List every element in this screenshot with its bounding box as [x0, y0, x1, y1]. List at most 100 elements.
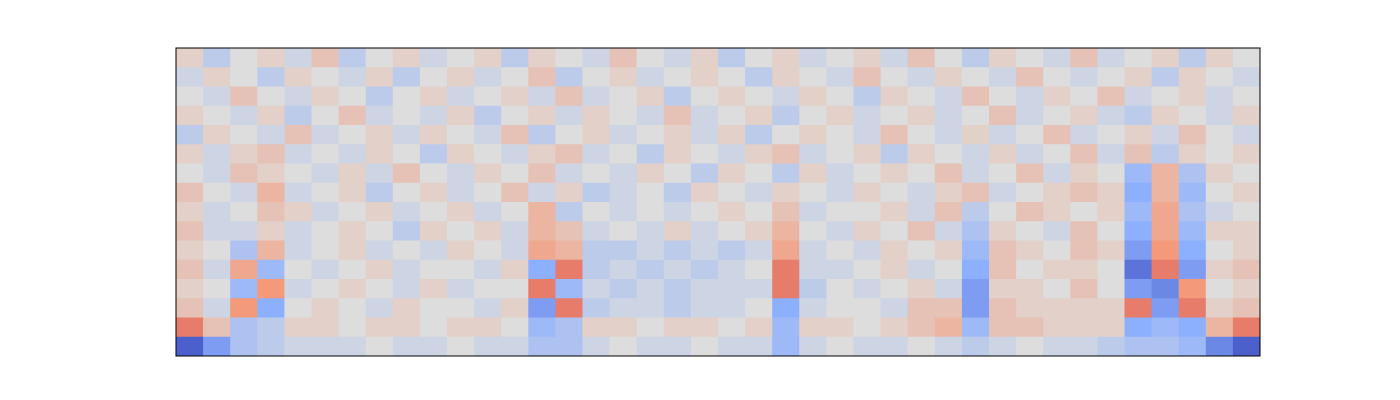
heatmap-cell	[1070, 86, 1098, 107]
heatmap-cell	[772, 163, 800, 184]
heatmap-cell	[582, 182, 611, 203]
heatmap-cell	[934, 86, 963, 107]
heatmap-cell	[1178, 86, 1207, 107]
heatmap-cell	[284, 125, 312, 145]
heatmap-cell	[907, 105, 936, 126]
heatmap-cell	[690, 144, 719, 164]
heatmap-cell	[474, 105, 502, 126]
heatmap-cell	[1205, 48, 1234, 68]
heatmap-cell	[636, 182, 665, 203]
heatmap-cell	[1097, 144, 1125, 164]
heatmap-cell	[636, 48, 665, 68]
heatmap-cell	[745, 221, 773, 241]
heatmap-cell	[636, 279, 665, 299]
heatmap-cell	[1016, 163, 1044, 184]
heatmap-cell	[257, 317, 285, 338]
heatmap-cell	[582, 240, 611, 261]
heatmap-cell	[257, 336, 285, 357]
heatmap-cell	[582, 298, 611, 318]
heatmap-cell	[1232, 317, 1261, 338]
heatmap-cell	[853, 336, 882, 357]
heatmap-cell	[365, 298, 394, 318]
heatmap-cell	[392, 298, 421, 318]
heatmap-cell	[718, 279, 746, 299]
heatmap-cell	[609, 317, 638, 338]
heatmap-cell	[853, 144, 882, 164]
heatmap-cell	[474, 317, 502, 338]
heatmap-cell	[690, 240, 719, 261]
heatmap-cell	[880, 279, 909, 299]
heatmap-cell	[609, 221, 638, 241]
heatmap-cell	[636, 298, 665, 318]
heatmap-cell	[961, 67, 990, 87]
heatmap-cell	[663, 336, 692, 357]
heatmap-cell	[257, 144, 285, 164]
heatmap-cell	[853, 221, 882, 241]
heatmap-cell	[934, 240, 963, 261]
heatmap-cell	[989, 144, 1017, 164]
heatmap-cell	[1043, 317, 1071, 338]
heatmap-cell	[799, 317, 827, 338]
heatmap-cell	[338, 298, 367, 318]
heatmap-cell	[447, 279, 475, 299]
heatmap-cell	[609, 240, 638, 261]
heatmap-cell	[609, 86, 638, 107]
heatmap-cell	[772, 105, 800, 126]
heatmap-cell	[230, 317, 258, 338]
heatmap-cell	[880, 221, 909, 241]
heatmap-cell	[392, 182, 421, 203]
heatmap-cell	[880, 125, 909, 145]
heatmap-cell	[636, 105, 665, 126]
heatmap-cell	[419, 144, 448, 164]
heatmap-cell	[663, 259, 692, 280]
heatmap-cell	[230, 221, 258, 241]
heatmap-cell	[447, 240, 475, 261]
heatmap-cell	[1178, 298, 1207, 318]
heatmap-cell	[636, 221, 665, 241]
heatmap-cell	[934, 48, 963, 68]
heatmap-cell	[447, 336, 475, 357]
heatmap-cell	[230, 202, 258, 222]
heatmap-cell	[474, 163, 502, 184]
heatmap-cell	[961, 336, 990, 357]
heatmap-cell	[609, 48, 638, 68]
heatmap-cell	[203, 86, 231, 107]
heatmap-cell	[1178, 279, 1207, 299]
heatmap-cell	[284, 86, 312, 107]
heatmap-cell	[284, 240, 312, 261]
heatmap-cell	[338, 182, 367, 203]
heatmap-cell	[555, 240, 583, 261]
heatmap-cell	[176, 48, 204, 68]
heatmap-cell	[663, 279, 692, 299]
heatmap-cell	[961, 144, 990, 164]
heatmap-cell	[501, 259, 529, 280]
heatmap-cell	[636, 144, 665, 164]
heatmap-cell	[1097, 317, 1125, 338]
heatmap-cell	[555, 298, 583, 318]
heatmap-cell	[1070, 298, 1098, 318]
heatmap-cell	[582, 163, 611, 184]
heatmap-cell	[392, 221, 421, 241]
heatmap-cell	[1043, 279, 1071, 299]
heatmap-cell	[1124, 67, 1153, 87]
heatmap-cell	[230, 336, 258, 357]
heatmap-cell	[447, 298, 475, 318]
heatmap-cell	[474, 144, 502, 164]
heatmap-cell	[501, 221, 529, 241]
heatmap-cell	[799, 48, 827, 68]
heatmap-cell	[1070, 105, 1098, 126]
heatmap-cell	[338, 144, 367, 164]
heatmap-cell	[1097, 48, 1125, 68]
heatmap-cell	[338, 125, 367, 145]
heatmap-cell	[501, 125, 529, 145]
heatmap-cell	[1043, 336, 1071, 357]
heatmap-cell	[528, 163, 556, 184]
heatmap-cell	[934, 105, 963, 126]
heatmap-cell	[609, 144, 638, 164]
heatmap-cell	[365, 67, 394, 87]
heatmap-cell	[609, 105, 638, 126]
heatmap-cell	[799, 336, 827, 357]
heatmap-cell	[636, 67, 665, 87]
heatmap-cell	[772, 86, 800, 107]
heatmap-cell	[284, 336, 312, 357]
